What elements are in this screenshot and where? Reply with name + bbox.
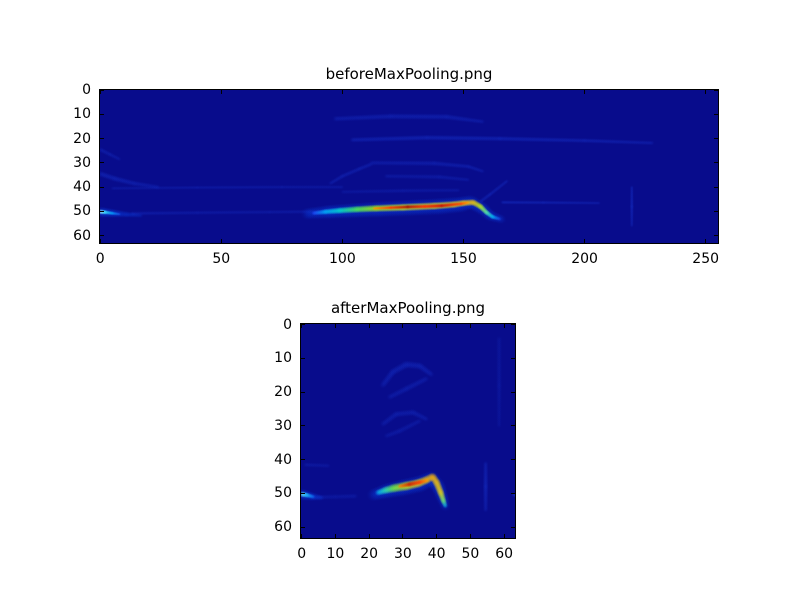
x-tick-mark xyxy=(402,534,404,538)
x-tick-label: 50 xyxy=(461,546,480,562)
x-tick-mark xyxy=(584,239,586,243)
y-tick-mark xyxy=(301,357,305,359)
x-tick-mark xyxy=(334,534,336,538)
x-tick-label: 40 xyxy=(427,546,446,562)
y-tick-mark xyxy=(714,113,718,115)
x-tick-label: 0 xyxy=(297,546,307,562)
y-tick-mark xyxy=(100,113,104,115)
x-tick-label: 200 xyxy=(571,251,598,267)
y-tick-label: 30 xyxy=(274,417,292,434)
x-tick-mark xyxy=(220,239,222,243)
y-tick-mark xyxy=(714,210,718,212)
heatmap-image xyxy=(99,89,719,244)
y-tick-mark xyxy=(714,235,718,237)
y-tick-mark xyxy=(714,186,718,188)
x-tick-mark xyxy=(469,324,471,328)
y-tick-label: 50 xyxy=(73,203,91,220)
y-tick-label: 30 xyxy=(73,154,91,171)
y-tick-label: 40 xyxy=(73,179,91,196)
y-tick-mark xyxy=(100,210,104,212)
x-tick-mark xyxy=(469,534,471,538)
y-tick-mark xyxy=(714,89,718,91)
x-tick-mark xyxy=(436,534,438,538)
x-tick-mark xyxy=(99,239,101,243)
x-tick-mark xyxy=(503,324,505,328)
y-tick-mark xyxy=(714,162,718,164)
x-tick-label: 10 xyxy=(326,546,345,562)
y-tick-mark xyxy=(301,459,305,461)
x-tick-mark xyxy=(584,90,586,94)
axes-frame xyxy=(300,323,516,539)
y-tick-label: 50 xyxy=(274,485,292,502)
x-tick-label: 100 xyxy=(329,251,356,267)
x-tick-mark xyxy=(368,324,370,328)
y-tick-label: 60 xyxy=(274,519,292,536)
y-tick-label: 60 xyxy=(73,227,91,244)
x-tick-mark xyxy=(705,90,707,94)
x-tick-label: 150 xyxy=(450,251,477,267)
y-tick-mark xyxy=(511,492,515,494)
plot-title: beforeMaxPooling.png xyxy=(325,65,493,83)
heatmap-image xyxy=(300,323,516,539)
y-tick-mark xyxy=(511,324,515,326)
y-tick-mark xyxy=(100,89,104,91)
y-tick-mark xyxy=(511,391,515,393)
x-tick-label: 50 xyxy=(212,251,231,267)
y-tick-label: 40 xyxy=(274,451,292,468)
x-tick-mark xyxy=(341,239,343,243)
y-tick-label: 20 xyxy=(73,130,91,147)
y-tick-mark xyxy=(301,324,305,326)
axes-frame xyxy=(99,89,719,244)
y-tick-mark xyxy=(301,425,305,427)
x-tick-mark xyxy=(402,324,404,328)
x-tick-label: 250 xyxy=(692,251,720,267)
x-tick-mark xyxy=(368,534,370,538)
y-tick-label: 20 xyxy=(274,384,292,401)
y-tick-label: 0 xyxy=(82,82,91,99)
y-tick-mark xyxy=(511,526,515,528)
y-tick-label: 10 xyxy=(274,350,292,367)
x-tick-mark xyxy=(462,239,464,243)
x-tick-label: 30 xyxy=(394,546,412,562)
y-tick-mark xyxy=(511,425,515,427)
x-tick-mark xyxy=(503,534,505,538)
x-tick-mark xyxy=(462,90,464,94)
y-tick-mark xyxy=(100,235,104,237)
y-tick-mark xyxy=(511,459,515,461)
y-tick-mark xyxy=(100,138,104,140)
y-tick-mark xyxy=(301,391,305,393)
x-tick-mark xyxy=(436,324,438,328)
y-tick-mark xyxy=(100,162,104,164)
x-tick-mark xyxy=(334,324,336,328)
y-tick-mark xyxy=(301,526,305,528)
y-tick-mark xyxy=(511,357,515,359)
x-tick-mark xyxy=(99,90,101,94)
y-tick-mark xyxy=(714,138,718,140)
x-tick-label: 0 xyxy=(95,251,105,267)
y-tick-label: 10 xyxy=(73,106,91,123)
x-tick-mark xyxy=(301,324,303,328)
y-tick-mark xyxy=(100,186,104,188)
x-tick-label: 20 xyxy=(360,546,379,562)
x-tick-mark xyxy=(341,90,343,94)
y-tick-mark xyxy=(301,492,305,494)
y-tick-label: 0 xyxy=(283,316,292,333)
x-tick-mark xyxy=(705,239,707,243)
x-tick-label: 60 xyxy=(495,546,514,562)
x-tick-mark xyxy=(301,534,303,538)
x-tick-mark xyxy=(220,90,222,94)
plot-title: afterMaxPooling.png xyxy=(330,299,486,317)
